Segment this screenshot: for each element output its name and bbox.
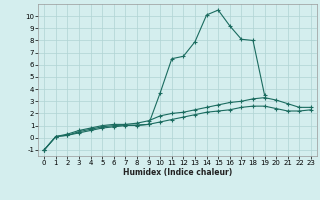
X-axis label: Humidex (Indice chaleur): Humidex (Indice chaleur) bbox=[123, 168, 232, 177]
